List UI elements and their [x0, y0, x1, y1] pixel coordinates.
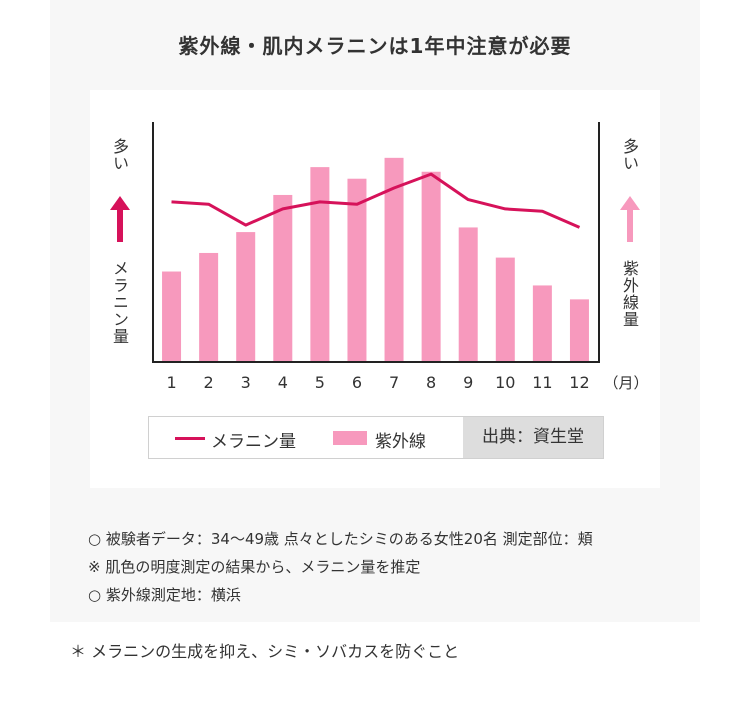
source-label: 出典：資生堂 — [463, 417, 603, 458]
x-tick-label: 12 — [569, 373, 589, 392]
x-tick-label: 4 — [278, 373, 288, 392]
chart-legend: メラニン量 紫外線 出典：資生堂 — [148, 416, 604, 459]
note-estimation: ※ 肌色の明度測定の結果から、メラニン量を推定 — [88, 558, 421, 576]
legend-line-swatch — [175, 437, 205, 440]
uv-bar — [384, 157, 404, 362]
page-title: 紫外線・肌内メラニンは1年中注意が必要 — [178, 34, 572, 58]
uv-bar — [162, 271, 182, 362]
note-subjects: ○ 被験者データ：34～49歳 点々としたシミのある女性20名 測定部位：頬 — [88, 530, 593, 548]
x-tick-label: 2 — [204, 373, 214, 392]
legend-label-melanin: メラニン量 — [211, 432, 296, 452]
up-arrow-icon — [110, 196, 130, 242]
uv-bar — [310, 167, 330, 362]
x-tick-label: 5 — [315, 373, 325, 392]
left-axis-bottom-label: メラニン量 — [110, 260, 129, 345]
uv-bar — [236, 232, 256, 362]
right-axis-top-label: 多い — [620, 138, 639, 172]
uv-bar — [569, 299, 589, 362]
note-location: ○ 紫外線測定地：横浜 — [88, 586, 241, 604]
x-axis-unit: （月） — [603, 374, 648, 392]
up-arrow-icon — [620, 196, 640, 242]
legend-bar-swatch — [333, 431, 367, 445]
combo-chart: 1 2 3 4 5 6 7 8 9 10 11 12 （月） — [152, 122, 649, 392]
x-tick-label: 10 — [495, 373, 515, 392]
left-axis-top-label: 多い — [110, 138, 129, 172]
right-arrow-shape — [620, 196, 640, 242]
uv-bar — [347, 178, 367, 362]
left-arrow-shape — [110, 196, 130, 242]
right-axis-bottom-label: 紫外線量 — [620, 260, 639, 328]
uv-bar — [458, 227, 478, 362]
legend-label-uv: 紫外線 — [375, 432, 426, 452]
x-tick-label: 1 — [166, 373, 176, 392]
melanin-line — [171, 172, 581, 229]
footer-note: ＊ メラニンの生成を抑え、シミ・ソバカスを防ぐこと — [70, 642, 460, 661]
x-tick-label: 9 — [463, 373, 473, 392]
x-tick-label: 3 — [241, 373, 251, 392]
x-tick-label: 7 — [389, 373, 399, 392]
uv-bar — [532, 285, 552, 362]
uv-bar — [421, 171, 441, 362]
uv-bar — [199, 252, 219, 362]
uv-bar — [273, 194, 293, 362]
x-tick-label: 11 — [532, 373, 552, 392]
x-tick-label: 6 — [352, 373, 362, 392]
uv-bar — [495, 257, 515, 362]
x-tick-label: 8 — [426, 373, 436, 392]
